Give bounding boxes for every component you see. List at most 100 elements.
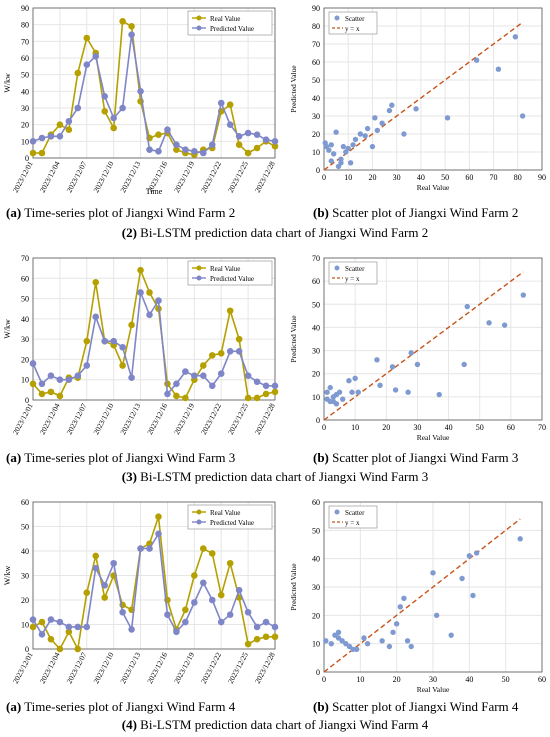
data-point-predicted [182,368,189,375]
row-caption-farm4: (4) Bi-LSTM prediction data chart of Jia… [121,717,429,732]
legend-label: Real Value [210,265,240,273]
x-tick-label: 2023/12/16 [145,401,169,436]
data-point-predicted [38,631,46,638]
data-point-predicted [38,380,46,388]
x-tick-label: 2023/12/04 [38,401,62,436]
data-point-predicted [155,148,162,155]
x-tick-label: 2023/12/28 [253,650,277,685]
data-point-predicted [235,133,243,140]
x-tick-label: 40 [465,675,473,684]
data-point-predicted [164,126,171,133]
x-tick-label: 10 [351,423,359,432]
scatter-point [362,133,368,139]
plot-frame [323,7,543,171]
data-point-predicted [191,372,198,379]
x-tick-label: 2023/12/13 [118,401,142,436]
data-point-real [244,640,252,648]
legend-label-reference: y = x [345,519,360,527]
series-line-real [33,19,276,156]
scatter-point [405,389,411,395]
data-point-predicted [74,104,82,112]
legend-label: Predicted Value [210,25,254,33]
data-point-real [74,645,82,653]
row-caption-farm2: (2) Bi-LSTM prediction data chart of Jia… [121,225,429,240]
legend-label: Real Value [210,509,240,517]
y-tick-label: 0 [25,154,29,163]
chart-scatter-farm3: 0 10 20 30 40 50 60 70 0 10 20 30 40 50 60 70 Scatter y =… [282,250,550,446]
x-tick-label: 50 [441,173,449,182]
x-tick-label: 2023/12/01 [11,401,35,436]
scatter-point [339,638,345,644]
y-tick-label: 0 [316,668,320,677]
reference-line-y-equals-x [323,271,524,421]
scatter-point [401,595,407,602]
y-tick-label: 60 [21,274,29,283]
data-point-real [182,606,189,614]
series-line-predicted [32,292,275,396]
legend-marker [196,275,202,281]
scatter-point [470,592,476,599]
data-point-predicted [137,289,144,296]
data-point-predicted [83,623,91,631]
legend-box [328,11,378,35]
legend-marker [196,509,202,515]
scatter-point [352,136,359,143]
scatter-point [473,57,480,63]
series-line-predicted [32,34,276,154]
x-tick-label: 20 [368,173,376,182]
data-point-real [226,101,234,108]
scatter-point [517,536,523,542]
y-tick-label: 50 [21,71,29,80]
scatter-svg-farm3: 0 10 20 30 40 50 60 70 0 10 20 30 40 50 60 70 Scatter y =… [289,254,546,442]
legend-label-scatter: Scatter [345,265,365,273]
scatter-point [459,575,465,582]
data-point-predicted [47,133,55,140]
legend-label-reference: y = x [345,275,360,283]
x-tick-label: 20 [393,675,401,684]
data-point-predicted [182,618,189,626]
data-point-real [199,545,207,552]
chart-scatter-farm4: 0 10 20 30 40 50 60 0 10 20 30 40 50 60 Scatter y = x Pr… [282,494,550,694]
plot-frame [32,501,276,650]
scatter-svg-farm2: 0 10 20 30 40 50 60 70 80 90 0 10 20 30 40 50 60 70 80 90 Sc… [289,4,546,192]
y-tick-label: 70 [312,40,320,49]
legend-marker-scatter [334,265,340,271]
data-point-predicted [65,376,73,384]
scatter-point [379,120,385,126]
data-point-real [29,149,37,157]
caption-left-farm3: (a) Time-series plot of Jiangxi Wind Far… [6,450,236,465]
scatter-point [512,34,519,40]
y-axis-label: W/kw [3,319,12,339]
scatter-point [466,553,473,559]
data-point-predicted [244,372,252,379]
data-point-predicted [217,99,225,107]
data-point-real [83,34,91,42]
plot-frame [32,257,276,401]
legend-marker [196,25,202,31]
scatter-point [369,143,376,150]
legend-label: Real Value [210,15,240,23]
data-point-real [92,279,100,286]
plot-frame [32,7,276,159]
legend-box [187,260,273,286]
plot-frame [323,257,543,421]
x-tick-label: 30 [413,423,421,432]
x-tick-label: 0 [322,675,326,684]
series-line-predicted [32,531,276,636]
x-tick-label: 2023/12/10 [91,401,115,436]
scatter-svg-farm4: 0 10 20 30 40 50 60 0 10 20 30 40 50 60 Scatter y = x Pr… [289,498,546,694]
x-tick-label: 2023/12/07 [65,650,89,685]
data-point-real [191,572,198,579]
x-axis-label: Real Value [417,433,450,442]
x-tick-label: 2023/12/28 [253,401,277,436]
x-tick-label: 60 [507,423,515,432]
data-point-predicted [271,382,279,390]
data-point-real [226,307,234,315]
scatter-point [501,322,508,328]
legend-box [328,505,378,529]
x-tick-label: 2023/12/01 [11,650,35,685]
scatter-point [328,158,334,164]
y-tick-label: 60 [312,277,320,286]
data-point-predicted [83,362,91,369]
